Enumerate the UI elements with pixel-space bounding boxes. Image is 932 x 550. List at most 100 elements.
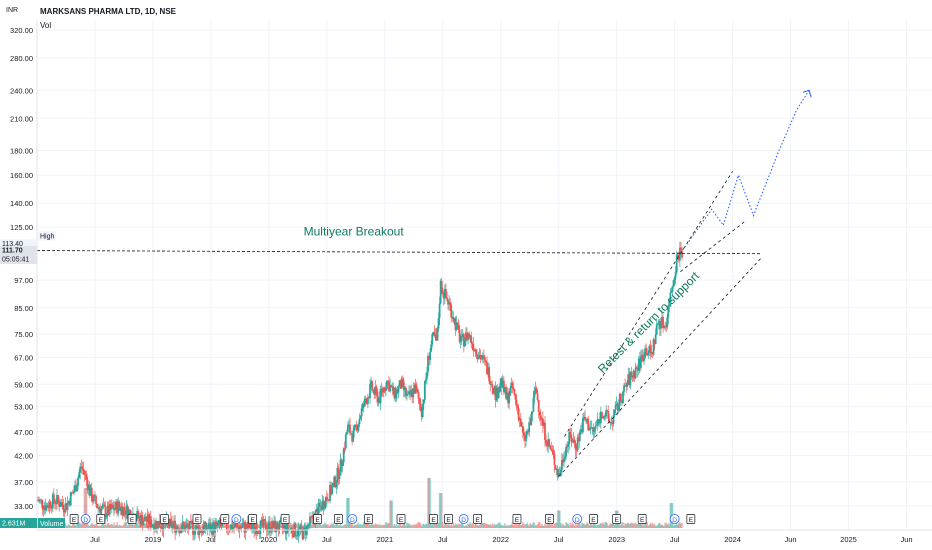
candle-body xyxy=(365,400,368,404)
candle-body xyxy=(454,318,457,331)
candle-body xyxy=(153,524,155,531)
volume-bar xyxy=(455,524,458,528)
volume-bar xyxy=(356,523,359,528)
candle-body xyxy=(242,522,245,526)
volume-bar xyxy=(363,522,366,528)
candle-body xyxy=(233,526,235,528)
candle-body xyxy=(306,525,309,527)
candle-body xyxy=(183,525,186,531)
volume-bar xyxy=(527,524,529,528)
candle-body xyxy=(575,449,578,451)
candle-body xyxy=(545,440,547,445)
candle-body xyxy=(402,381,405,391)
candle-body xyxy=(345,432,348,435)
candle-body xyxy=(493,386,496,394)
volume-bar xyxy=(291,524,293,528)
volume-bar xyxy=(626,523,629,528)
candle-body xyxy=(658,320,661,329)
candle-body xyxy=(161,527,164,531)
candle-body xyxy=(388,381,390,392)
x-tick-label: 2020 xyxy=(261,535,278,544)
candle-body xyxy=(441,292,444,294)
chart-title[interactable]: MARKSANS PHARMA LTD, 1D, NSE xyxy=(40,7,177,16)
volume-bar xyxy=(116,522,118,528)
volume-bar xyxy=(96,523,98,528)
volume-bar xyxy=(117,525,119,528)
earnings-marker xyxy=(280,514,290,524)
candle-body xyxy=(651,351,654,355)
candle-body xyxy=(116,501,118,514)
volume-bar xyxy=(513,522,516,528)
volume-bar xyxy=(77,522,79,528)
volume-bar xyxy=(506,525,508,528)
candle-body xyxy=(188,521,191,530)
candle-body xyxy=(260,519,263,521)
volume-bar xyxy=(105,525,108,528)
candle-body xyxy=(220,524,223,527)
candle-body xyxy=(439,280,442,304)
volume-bar xyxy=(413,524,416,528)
volume-bar xyxy=(226,524,229,528)
candle-body xyxy=(67,500,70,503)
candle-body xyxy=(278,520,281,531)
candle-body xyxy=(245,523,248,529)
volume-bar xyxy=(366,523,368,528)
candle-body xyxy=(122,507,125,516)
candle-body xyxy=(579,429,582,433)
candle-body xyxy=(139,516,142,525)
volume-bar xyxy=(601,523,603,528)
candle-body xyxy=(59,506,62,508)
volume-bar xyxy=(79,523,82,528)
volume-bar xyxy=(348,498,350,528)
candle-body xyxy=(55,503,57,505)
candle-body xyxy=(329,484,331,501)
volume-bar xyxy=(606,523,608,528)
last-price-badge: 111.70 xyxy=(2,248,23,255)
volume-bar xyxy=(583,523,585,528)
volume-bar xyxy=(338,525,341,528)
volume-bar xyxy=(658,523,660,528)
volume-bar xyxy=(343,524,346,528)
event-marker-label: E xyxy=(640,517,645,524)
volume-bar xyxy=(678,523,680,528)
candle-body xyxy=(194,529,196,535)
volume-bar xyxy=(417,522,420,528)
earnings-marker xyxy=(444,514,453,524)
volume-bar xyxy=(499,524,502,528)
volume-bar xyxy=(416,522,419,528)
volume-bar xyxy=(482,522,484,528)
volume-bar xyxy=(532,522,535,528)
volume-bar xyxy=(665,522,667,528)
volume-bar xyxy=(395,523,398,528)
volume-bar xyxy=(449,525,451,528)
candle-body xyxy=(172,524,174,528)
volume-bar xyxy=(373,524,376,528)
x-tick-label: Jul xyxy=(206,535,216,544)
candle-body xyxy=(655,324,658,335)
candle-body xyxy=(290,527,292,530)
volume-legend[interactable]: Vol xyxy=(40,21,52,30)
volume-bar xyxy=(640,523,642,528)
candle-body xyxy=(657,320,660,324)
volume-bar xyxy=(385,522,387,528)
volume-bar xyxy=(608,524,611,528)
candle-body xyxy=(664,326,667,328)
volume-bar xyxy=(78,522,80,528)
candle-body xyxy=(601,411,603,417)
volume-bar xyxy=(623,525,625,528)
volume-bar xyxy=(466,525,468,528)
candle-body xyxy=(421,403,424,417)
volume-bar xyxy=(646,522,649,528)
candle-body xyxy=(47,507,50,509)
candle-body xyxy=(491,384,494,388)
candle-body xyxy=(442,293,445,299)
volume-bar xyxy=(407,523,409,528)
candle-body xyxy=(433,331,436,336)
volume-bar xyxy=(529,523,532,528)
volume-bar xyxy=(472,523,475,528)
candle-body xyxy=(54,501,56,504)
candle-body xyxy=(506,392,508,399)
candle-body xyxy=(392,386,395,395)
volume-bar xyxy=(304,522,307,528)
